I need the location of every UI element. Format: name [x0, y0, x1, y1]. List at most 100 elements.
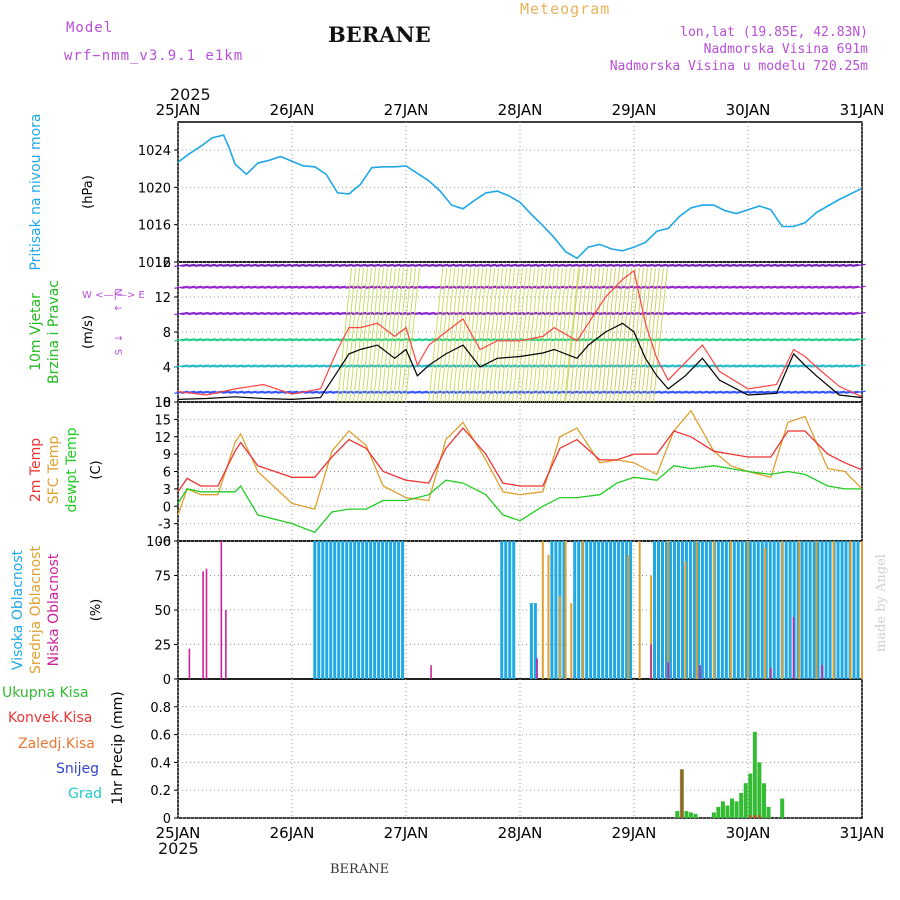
wind-arrow [311, 338, 326, 342]
wind-arrow [748, 364, 764, 368]
footer-station: BERANE [330, 862, 390, 877]
wind-arrow [783, 285, 798, 289]
wind-arrow [762, 364, 777, 368]
wind-barb [605, 267, 620, 403]
wind-arrow [783, 263, 798, 267]
cloud-high-bar [562, 541, 566, 679]
cloud-high-bar [657, 541, 661, 679]
wind-arrow [844, 338, 859, 342]
cloud-low-bar [220, 541, 223, 679]
wind-arrow [598, 263, 613, 267]
cloud-high-bar [508, 541, 512, 679]
wind-arrow [707, 263, 723, 267]
wind-arrow [728, 311, 743, 316]
wind-arrow [577, 263, 593, 267]
wind-arrow [653, 263, 668, 267]
wind-arrow [242, 390, 257, 394]
precip-bar [734, 801, 739, 818]
cloud-high-bar [664, 541, 668, 679]
cloud-high-bar [605, 541, 609, 679]
wind-arrow [406, 311, 422, 316]
wind-arrow [721, 390, 736, 394]
precip-bar [752, 731, 757, 818]
wind-arrow [345, 311, 360, 316]
wind-arrow [482, 338, 497, 342]
wind-arrow [796, 338, 811, 342]
wind-gust-line [177, 269, 863, 398]
wind-arrow [632, 364, 647, 368]
wind-arrow [188, 311, 203, 316]
wind-arrow [495, 390, 510, 394]
cloud-low-bar [667, 662, 669, 679]
wind-arrow [783, 311, 798, 316]
cloud-high-bar [796, 541, 800, 679]
wind-arrow [701, 338, 716, 342]
wind-barb [504, 267, 520, 403]
wind-barb [644, 267, 660, 403]
wind-barb [392, 267, 408, 403]
wind-arrow [523, 364, 538, 368]
wind-arrow [324, 285, 339, 289]
wind-barb [396, 267, 412, 403]
precip-bar [743, 783, 748, 818]
wind-barb [357, 267, 373, 403]
wind-arrow [721, 364, 736, 368]
cloud-high-bar [554, 541, 558, 679]
precip-bar [725, 805, 730, 818]
wind-barb [380, 267, 396, 403]
compass-arrow-up: ↑ [114, 304, 125, 312]
wind-arrow [605, 311, 620, 316]
cloud-high-bar [577, 541, 581, 679]
wind-arrow [331, 263, 346, 267]
wind-arrow [352, 364, 367, 368]
wind-arrow [290, 285, 305, 289]
cloud-high-bar [700, 541, 704, 679]
cloud-high-bar [365, 541, 369, 679]
wind-arrow [762, 390, 777, 394]
wind-arrow [256, 390, 271, 394]
cloud-low-bar [430, 665, 432, 679]
y-tick-label: 75 [154, 570, 171, 585]
wind-arrow [789, 390, 805, 394]
cloud-high-bar [529, 603, 533, 679]
cloud-mid-bar [638, 541, 641, 679]
wind-arrow [824, 311, 839, 316]
x-tick-label: 25JAN [156, 824, 201, 842]
wind-arrow [673, 285, 688, 289]
cloud-high-bar [724, 541, 728, 679]
y-tick-label: 16 [154, 256, 171, 271]
wind-arrow [276, 390, 292, 394]
wind-arrow [201, 263, 216, 267]
cloud-high-bar [704, 541, 708, 679]
wind-arrow [851, 285, 866, 289]
wind-arrow [454, 263, 469, 267]
wind-barb [500, 267, 516, 403]
cloud-high-bar [668, 541, 672, 679]
cloud-high-bar [313, 541, 317, 679]
wind-arrow [194, 285, 210, 289]
wind-arrow [810, 263, 825, 267]
cloud-low-bar [205, 568, 208, 679]
year-top: 2025 [170, 85, 211, 104]
wind-arrow [796, 311, 811, 316]
cloud-high-bar [349, 541, 353, 679]
wind-arrow [789, 263, 805, 267]
wind-arrow [837, 338, 852, 342]
wind-arrow [571, 263, 586, 267]
wind-arrow [400, 263, 415, 267]
wind-arrow [612, 364, 627, 368]
cloud-high-bar [601, 541, 605, 679]
precip-legend-1: Konvek.Kisa [8, 710, 92, 726]
wind-arrow [427, 285, 442, 289]
wind-arrow [270, 263, 285, 267]
wind-arrow [229, 285, 244, 289]
wind-arrow [502, 263, 517, 267]
wind-arrow [270, 390, 285, 394]
wind-barb [468, 267, 484, 403]
cloud-mid-bar [564, 541, 567, 679]
wind-arrow [229, 263, 244, 267]
cloud-mid-bar [541, 541, 544, 679]
wind-barb [369, 267, 385, 403]
cloud-high-bar [816, 541, 820, 679]
wind-arrow [188, 338, 203, 342]
